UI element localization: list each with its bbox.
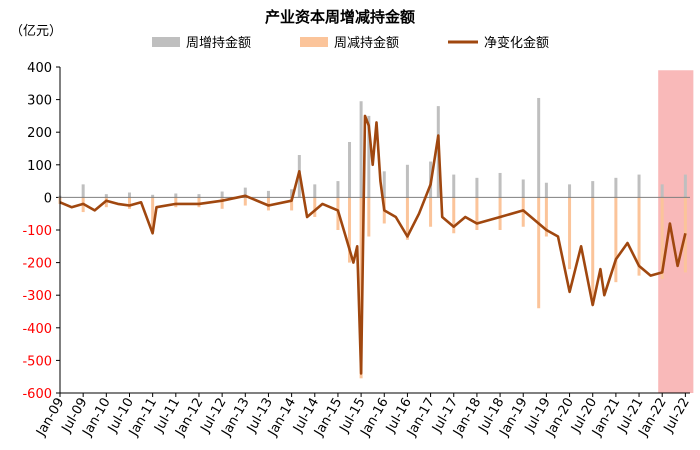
legend-label-net: 净变化金额 <box>484 35 549 51</box>
increase-bar <box>81 184 85 198</box>
y-tick-label: 100 <box>27 159 52 174</box>
increase-bar <box>243 187 247 198</box>
y-tick-label: 300 <box>27 94 52 109</box>
increase-bar <box>220 191 224 198</box>
decrease-bar <box>568 197 572 270</box>
y-tick-label: 0 <box>44 191 52 206</box>
decrease-bar <box>475 197 479 230</box>
increase-bar <box>683 174 687 198</box>
decrease-bar <box>637 197 641 276</box>
decrease-bar <box>313 197 317 217</box>
increase-bar <box>537 97 541 198</box>
increase-bar <box>568 184 572 198</box>
decrease-bar <box>544 197 548 237</box>
y-tick-label: 200 <box>27 126 52 141</box>
increase-bar <box>313 184 317 198</box>
increase-bars <box>58 97 687 198</box>
decrease-bar <box>174 197 178 208</box>
y-tick-label: -500 <box>22 354 52 369</box>
increase-bar <box>498 172 502 198</box>
decrease-bar <box>591 197 595 305</box>
increase-bar <box>104 194 108 198</box>
x-tick-label: Jan-09 <box>33 396 67 440</box>
increase-bar <box>452 174 456 198</box>
increase-bar <box>637 174 641 198</box>
increase-bar <box>405 164 409 198</box>
decrease-bar <box>405 197 409 240</box>
legend: 周增持金额 周减持金额 净变化金额 <box>152 35 549 51</box>
legend-swatch-decrease <box>300 37 328 47</box>
y-tick-label: -300 <box>22 289 52 304</box>
decrease-bar <box>367 197 371 237</box>
increase-bar <box>266 190 270 198</box>
decrease-bar <box>127 197 131 209</box>
increase-bar <box>521 179 525 198</box>
highlight-band <box>658 70 694 393</box>
increase-bar <box>475 177 479 198</box>
increase-bar <box>660 184 664 198</box>
decrease-bar <box>660 197 664 279</box>
legend-label-decrease: 周减持金额 <box>334 35 399 51</box>
increase-bar <box>127 192 131 198</box>
y-tick-label: -600 <box>22 387 52 402</box>
decrease-bar <box>151 197 155 232</box>
legend-label-increase: 周增持金额 <box>186 35 251 51</box>
decrease-bar <box>348 197 352 263</box>
increase-bar <box>348 141 352 198</box>
x-axis: Jan-09Jul-09Jan-10Jul-10Jan-11Jul-11Jan-… <box>33 392 693 440</box>
y-axis: 400 300 200 100 0 -100 -200 -300 -400 -500 -600 <box>22 61 60 402</box>
increase-bar <box>544 182 548 198</box>
chart-title: 产业资本周增减持金额 <box>265 8 415 26</box>
increase-bar <box>336 181 340 198</box>
decrease-bar <box>452 197 456 234</box>
decrease-bar <box>537 197 541 309</box>
legend-swatch-increase <box>152 37 180 47</box>
increase-bar <box>591 181 595 198</box>
increase-bar <box>359 101 363 198</box>
y-tick-label: 400 <box>27 61 52 76</box>
y-tick-label: -200 <box>22 257 52 272</box>
increase-bar <box>197 194 201 198</box>
decrease-bar <box>290 197 294 211</box>
increase-bar <box>151 194 155 198</box>
net-change-line <box>59 114 687 375</box>
decrease-bar <box>266 197 270 211</box>
y-tick-label: -400 <box>22 322 52 337</box>
increase-bar <box>174 193 178 198</box>
increase-bar <box>367 115 371 198</box>
y-tick-label: -100 <box>22 224 52 239</box>
decrease-bar <box>498 197 502 230</box>
increase-bar <box>382 171 386 198</box>
decrease-bar <box>220 197 224 209</box>
increase-bar <box>614 177 618 198</box>
decrease-bar <box>614 197 618 283</box>
decrease-bar <box>243 197 247 206</box>
decrease-bar <box>197 197 201 208</box>
unit-label: （亿元） <box>10 24 62 39</box>
increase-bar <box>290 189 294 198</box>
decrease-bar <box>429 197 433 227</box>
